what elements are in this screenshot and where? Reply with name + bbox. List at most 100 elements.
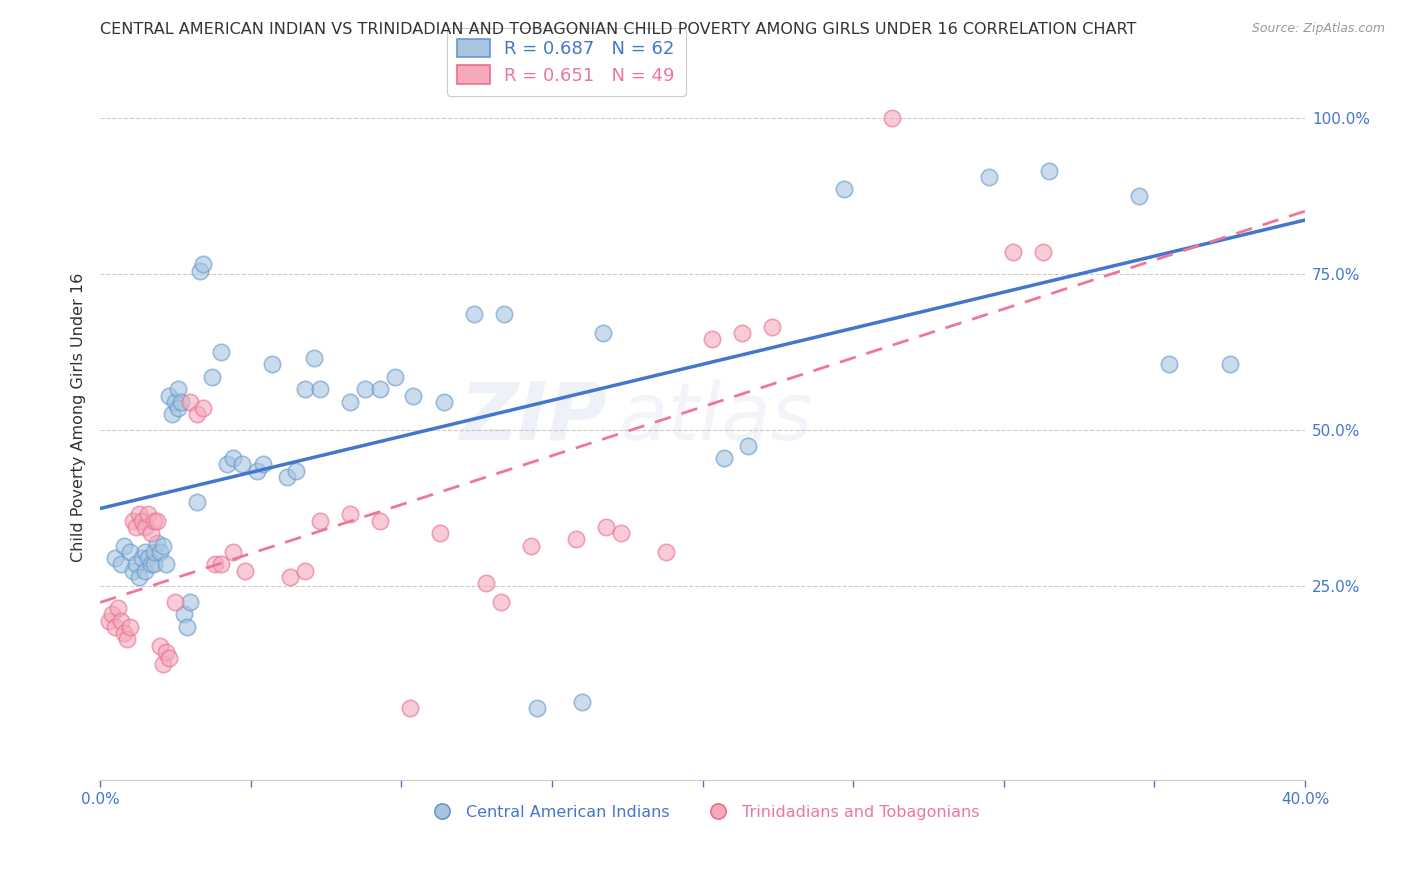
Point bbox=[112, 539, 135, 553]
Text: atlas: atlas bbox=[619, 378, 813, 457]
Point bbox=[125, 558, 148, 572]
Point bbox=[179, 595, 201, 609]
Point bbox=[233, 564, 256, 578]
Point bbox=[115, 632, 138, 647]
Point bbox=[186, 408, 208, 422]
Point bbox=[565, 533, 588, 547]
Point bbox=[167, 401, 190, 416]
Y-axis label: Child Poverty Among Girls Under 16: Child Poverty Among Girls Under 16 bbox=[72, 273, 86, 562]
Point bbox=[173, 607, 195, 622]
Point bbox=[128, 570, 150, 584]
Point bbox=[112, 626, 135, 640]
Point bbox=[1038, 163, 1060, 178]
Point bbox=[120, 620, 142, 634]
Point bbox=[832, 182, 855, 196]
Point bbox=[294, 564, 316, 578]
Point bbox=[526, 701, 548, 715]
Point bbox=[221, 545, 243, 559]
Point bbox=[209, 345, 232, 359]
Point bbox=[429, 526, 451, 541]
Point bbox=[157, 651, 180, 665]
Point bbox=[284, 464, 307, 478]
Point bbox=[146, 535, 169, 549]
Point bbox=[1219, 358, 1241, 372]
Point bbox=[120, 545, 142, 559]
Point bbox=[221, 451, 243, 466]
Point bbox=[231, 458, 253, 472]
Point bbox=[1159, 358, 1181, 372]
Point bbox=[520, 539, 543, 553]
Point bbox=[188, 263, 211, 277]
Point bbox=[167, 383, 190, 397]
Point bbox=[149, 639, 172, 653]
Text: ZIP: ZIP bbox=[458, 378, 606, 457]
Point bbox=[162, 408, 184, 422]
Point bbox=[882, 111, 904, 125]
Point bbox=[713, 451, 735, 466]
Point bbox=[204, 558, 226, 572]
Point bbox=[384, 370, 406, 384]
Point bbox=[278, 570, 301, 584]
Point bbox=[143, 545, 166, 559]
Point bbox=[176, 620, 198, 634]
Point bbox=[191, 257, 214, 271]
Point bbox=[474, 576, 496, 591]
Point bbox=[977, 169, 1000, 184]
Point bbox=[104, 620, 127, 634]
Point bbox=[98, 614, 121, 628]
Point bbox=[200, 370, 222, 384]
Point bbox=[463, 308, 485, 322]
Point bbox=[276, 470, 298, 484]
Point bbox=[761, 320, 783, 334]
Point bbox=[700, 333, 723, 347]
Point bbox=[110, 558, 132, 572]
Point bbox=[610, 526, 633, 541]
Point bbox=[260, 358, 283, 372]
Point bbox=[134, 545, 156, 559]
Point bbox=[134, 520, 156, 534]
Point bbox=[143, 558, 166, 572]
Point bbox=[655, 545, 678, 559]
Point bbox=[402, 389, 425, 403]
Point bbox=[1032, 244, 1054, 259]
Point bbox=[731, 326, 754, 341]
Point bbox=[152, 657, 174, 672]
Point bbox=[107, 601, 129, 615]
Point bbox=[131, 551, 153, 566]
Point bbox=[131, 514, 153, 528]
Point bbox=[399, 701, 422, 715]
Point bbox=[354, 383, 377, 397]
Point bbox=[136, 508, 159, 522]
Point bbox=[122, 564, 145, 578]
Point bbox=[165, 595, 187, 609]
Point bbox=[209, 558, 232, 572]
Point bbox=[134, 564, 156, 578]
Point bbox=[571, 695, 593, 709]
Point bbox=[141, 558, 163, 572]
Point bbox=[309, 383, 332, 397]
Point bbox=[592, 326, 614, 341]
Point bbox=[294, 383, 316, 397]
Point bbox=[170, 395, 193, 409]
Point bbox=[489, 595, 512, 609]
Point bbox=[179, 395, 201, 409]
Point bbox=[155, 645, 177, 659]
Point bbox=[155, 558, 177, 572]
Point bbox=[141, 526, 163, 541]
Point bbox=[368, 383, 391, 397]
Point bbox=[186, 495, 208, 509]
Point bbox=[492, 308, 515, 322]
Point bbox=[1001, 244, 1024, 259]
Point bbox=[368, 514, 391, 528]
Point bbox=[143, 514, 166, 528]
Legend: Central American Indians, Trinidadians and Tobagonians: Central American Indians, Trinidadians a… bbox=[420, 798, 986, 826]
Point bbox=[122, 514, 145, 528]
Point bbox=[157, 389, 180, 403]
Point bbox=[146, 514, 169, 528]
Point bbox=[136, 551, 159, 566]
Point bbox=[215, 458, 238, 472]
Point bbox=[191, 401, 214, 416]
Point bbox=[101, 607, 124, 622]
Point bbox=[339, 508, 361, 522]
Text: CENTRAL AMERICAN INDIAN VS TRINIDADIAN AND TOBAGONIAN CHILD POVERTY AMONG GIRLS : CENTRAL AMERICAN INDIAN VS TRINIDADIAN A… bbox=[100, 22, 1137, 37]
